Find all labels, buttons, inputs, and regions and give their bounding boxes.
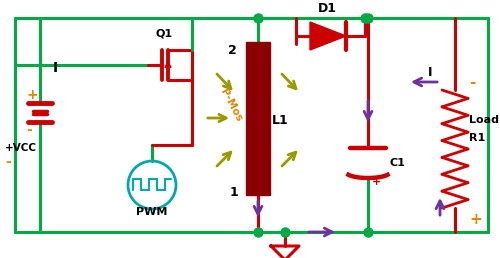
Text: R1: R1 bbox=[469, 133, 485, 143]
Text: +: + bbox=[469, 213, 482, 228]
Text: Load: Load bbox=[469, 115, 499, 125]
Text: C1: C1 bbox=[390, 158, 406, 168]
Text: P-Mos: P-Mos bbox=[218, 87, 244, 123]
Text: I: I bbox=[428, 66, 432, 78]
Text: I: I bbox=[52, 61, 58, 75]
Text: 2: 2 bbox=[228, 44, 237, 57]
Bar bbox=[246, 42, 270, 195]
Text: -: - bbox=[469, 75, 476, 90]
Text: D1: D1 bbox=[318, 3, 337, 15]
Polygon shape bbox=[310, 22, 346, 50]
Text: PWM: PWM bbox=[136, 207, 168, 217]
Text: +VCC: +VCC bbox=[5, 143, 37, 153]
Text: -: - bbox=[5, 155, 11, 169]
Text: Q1: Q1 bbox=[155, 28, 172, 38]
Text: -: - bbox=[26, 123, 32, 137]
Text: 1: 1 bbox=[230, 186, 239, 198]
Text: +: + bbox=[372, 177, 382, 187]
Text: +: + bbox=[26, 88, 38, 102]
Text: L1: L1 bbox=[272, 114, 289, 126]
